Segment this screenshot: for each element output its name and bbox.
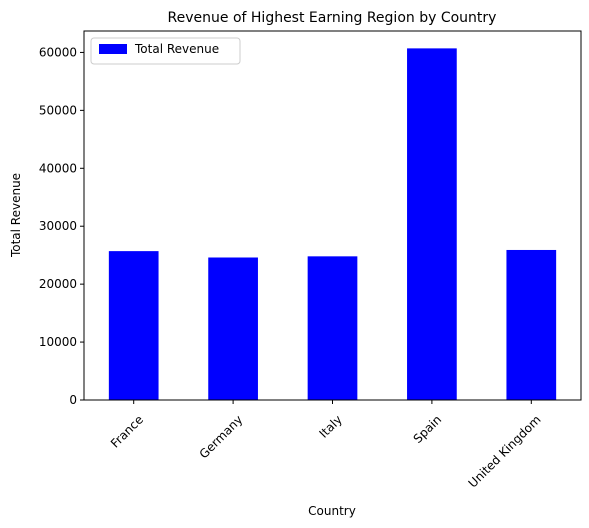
x-tick-label: United Kingdom [466, 412, 544, 490]
legend: Total Revenue [90, 37, 241, 65]
legend-frame [90, 37, 241, 65]
y-tick-label: 0 [69, 393, 77, 407]
bar-france [108, 251, 159, 400]
y-tick-label: 30000 [39, 219, 77, 233]
bar-italy [307, 256, 358, 400]
y-tick-label: 60000 [39, 45, 77, 59]
y-axis-label: Total Revenue [9, 173, 23, 258]
y-tick-label: 10000 [39, 335, 77, 349]
x-axis-label: Country [308, 504, 356, 518]
bar-united-kingdom [506, 249, 557, 400]
x-axis-ticks: France Germany Italy Spain United Kingdom [108, 400, 544, 490]
x-tick-label: France [108, 412, 146, 450]
bar-germany [208, 257, 258, 400]
y-tick-label: 20000 [39, 277, 77, 291]
bar-spain [407, 48, 457, 401]
bars-group [108, 48, 557, 401]
legend-swatch [99, 44, 127, 54]
y-tick-label: 40000 [39, 161, 77, 175]
chart-title: Revenue of Highest Earning Region by Cou… [168, 10, 497, 26]
x-tick-label: Germany [197, 412, 246, 461]
x-tick-label: Italy [317, 412, 345, 440]
y-axis-ticks: 0 10000 20000 30000 40000 50000 60000 [39, 45, 84, 407]
legend-label: Total Revenue [134, 42, 219, 56]
x-tick-label: Spain [411, 412, 445, 446]
y-tick-label: 50000 [39, 103, 77, 117]
